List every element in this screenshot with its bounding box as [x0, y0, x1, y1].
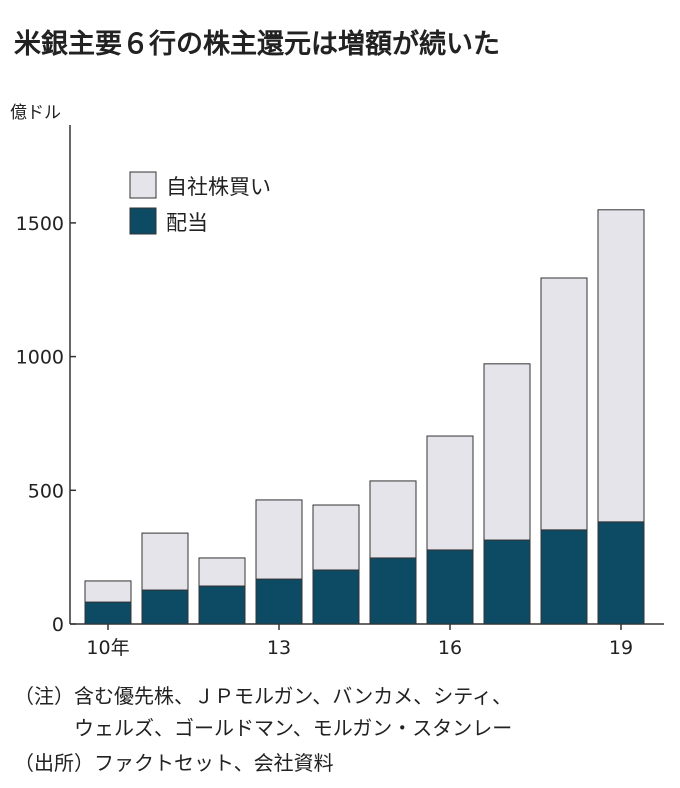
bar-dividend-2018: [540, 529, 588, 625]
x-tick-label: 16: [438, 637, 462, 659]
bar-dividend-2011: [141, 589, 189, 625]
bar-buyback-2017: [483, 363, 531, 541]
x-tick-label: 10年: [86, 637, 129, 659]
note-line-2: ウェルズ、ゴールドマン、モルガン・スタンレー: [14, 716, 513, 740]
y-tick-label: 1000: [16, 347, 64, 369]
bar-buyback-2014: [312, 504, 360, 571]
x-tick-label: 19: [609, 637, 633, 659]
bar-dividend-2015: [369, 557, 417, 625]
bar-buyback-2015: [369, 480, 417, 559]
bar-buyback-2010: [84, 580, 132, 603]
bar-buyback-2011: [141, 532, 189, 591]
bar-dividend-2014: [312, 569, 360, 625]
bar-dividend-2017: [483, 539, 531, 625]
legend-label-dividend: 配当: [166, 211, 208, 235]
y-tick-label: 0: [52, 614, 64, 636]
legend-swatch-buyback: [129, 171, 157, 199]
legend-swatch-dividend: [129, 207, 157, 235]
bar-dividend-2013: [255, 578, 303, 625]
bar-dividend-2016: [426, 549, 474, 625]
chart-title: 米銀主要６行の株主還元は増額が続いた: [14, 29, 500, 60]
y-tick-label: 1500: [16, 213, 64, 235]
bar-buyback-2012: [198, 557, 246, 587]
x-tick-label: 13: [267, 637, 291, 659]
bar-dividend-2010: [84, 601, 132, 625]
legend-label-buyback: 自社株買い: [166, 175, 271, 199]
bar-buyback-2016: [426, 435, 474, 551]
bar-buyback-2019: [597, 209, 645, 523]
bar-dividend-2019: [597, 521, 645, 625]
source-line: （出所）ファクトセット、会社資料: [14, 751, 334, 775]
y-axis-label: 億ドル: [10, 103, 61, 123]
bar-dividend-2012: [198, 585, 246, 625]
note-line-1: （注）含む優先株、ＪＰモルガン、バンカメ、シティ、: [14, 684, 512, 708]
bar-buyback-2013: [255, 499, 303, 580]
y-tick-label: 500: [28, 480, 64, 502]
bar-buyback-2018: [540, 277, 588, 531]
